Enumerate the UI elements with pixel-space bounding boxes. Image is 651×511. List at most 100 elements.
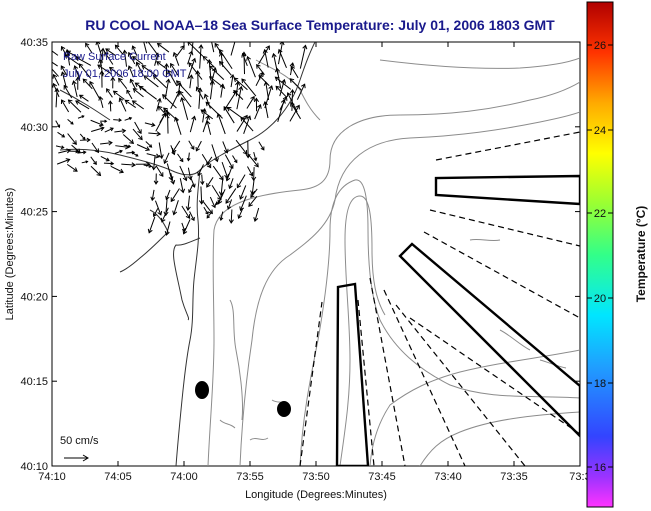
current-vector (230, 42, 236, 56)
current-vector (236, 174, 246, 189)
current-vector (135, 61, 144, 76)
current-vector (170, 188, 180, 203)
current-vector (179, 178, 186, 194)
current-vector (218, 177, 224, 197)
current-vector (253, 97, 259, 112)
current-vector (186, 152, 191, 162)
current-vector (170, 172, 176, 185)
current-vector (181, 205, 191, 219)
current-vector (155, 165, 164, 178)
current-vector (127, 51, 136, 65)
current-vector (78, 94, 89, 102)
current-vector (172, 200, 179, 216)
current-vector (200, 174, 205, 186)
current-vector (172, 140, 181, 153)
current-vector (100, 156, 110, 162)
current-vector (136, 144, 151, 152)
y-tick-label: 40:10 (20, 461, 48, 473)
current-vector (279, 78, 287, 97)
current-vector (81, 160, 89, 164)
current-vector (64, 54, 81, 67)
current-vector (216, 112, 226, 135)
current-vector (63, 84, 73, 99)
current-vector (126, 89, 133, 100)
current-vector (247, 153, 259, 168)
current-vector (290, 101, 301, 120)
x-tick-label: 73:35 (500, 471, 528, 483)
current-vector (232, 155, 238, 164)
current-vector (78, 63, 92, 79)
current-vector (250, 178, 256, 196)
current-vector (143, 164, 153, 168)
x-tick-label: 73:55 (236, 471, 264, 483)
colorbar-tick-label: 20 (594, 293, 606, 305)
x-tick-label: 74:10 (38, 471, 66, 483)
buoy-marker (277, 401, 291, 417)
current-vector (154, 52, 160, 66)
current-vector (208, 65, 225, 80)
current-vector (122, 134, 135, 144)
current-vector (66, 50, 79, 59)
overlay-title: Raw Surface Current (63, 51, 166, 63)
plot-frame (51, 41, 581, 467)
colorbar-tick-label: 18 (594, 378, 606, 390)
current-vector (243, 115, 252, 134)
current-vector (178, 90, 192, 108)
current-vector (124, 116, 133, 121)
current-vector (277, 48, 287, 69)
current-vector (106, 88, 113, 98)
colorbar (586, 1, 614, 508)
current-vector (114, 149, 123, 154)
x-axis-label: Longitude (Degrees:Minutes) (245, 489, 387, 501)
current-vector (60, 71, 67, 88)
current-vector (197, 87, 203, 109)
current-vector (75, 76, 81, 90)
current-vector (206, 177, 214, 188)
current-vector (52, 73, 60, 86)
coastline (175, 169, 201, 466)
y-tick-label: 40:35 (20, 37, 48, 49)
current-vector (219, 48, 233, 70)
current-vector (201, 153, 212, 169)
current-vector (228, 178, 234, 190)
current-vector (164, 221, 171, 236)
current-vector (105, 48, 116, 56)
current-vector (100, 119, 108, 123)
x-tick-label: 73:45 (368, 471, 396, 483)
current-vector (246, 55, 256, 78)
bathymetry-contours (207, 57, 580, 466)
current-vector (151, 155, 157, 171)
current-vector (158, 142, 164, 160)
current-vector (275, 85, 288, 98)
current-vector (222, 141, 229, 154)
current-vector (114, 128, 127, 134)
current-vector (75, 56, 92, 66)
current-vector (113, 118, 122, 122)
current-vector (277, 98, 286, 122)
current-vector (262, 100, 269, 119)
x-tick-label: 74:05 (104, 471, 132, 483)
current-vector (233, 89, 244, 100)
current-vector (240, 116, 254, 132)
current-vector (256, 63, 265, 75)
current-vector (127, 65, 134, 78)
current-vector (104, 127, 114, 133)
colorbar-tick-label: 26 (594, 40, 606, 52)
current-vector (103, 161, 115, 166)
y-tick-label: 40:30 (20, 122, 48, 134)
current-vector (108, 100, 113, 112)
current-vector (172, 51, 180, 66)
current-vector (152, 208, 159, 218)
current-vector (163, 152, 170, 165)
current-vector (202, 200, 213, 215)
current-vector (188, 74, 194, 89)
current-vector (145, 141, 153, 148)
current-vector (132, 88, 144, 98)
current-vector (95, 42, 103, 59)
map-layer (52, 42, 580, 466)
current-vector (187, 50, 194, 65)
current-vector (67, 133, 77, 145)
current-vector (205, 120, 212, 135)
current-vector (239, 185, 247, 200)
current-vector (146, 153, 161, 159)
